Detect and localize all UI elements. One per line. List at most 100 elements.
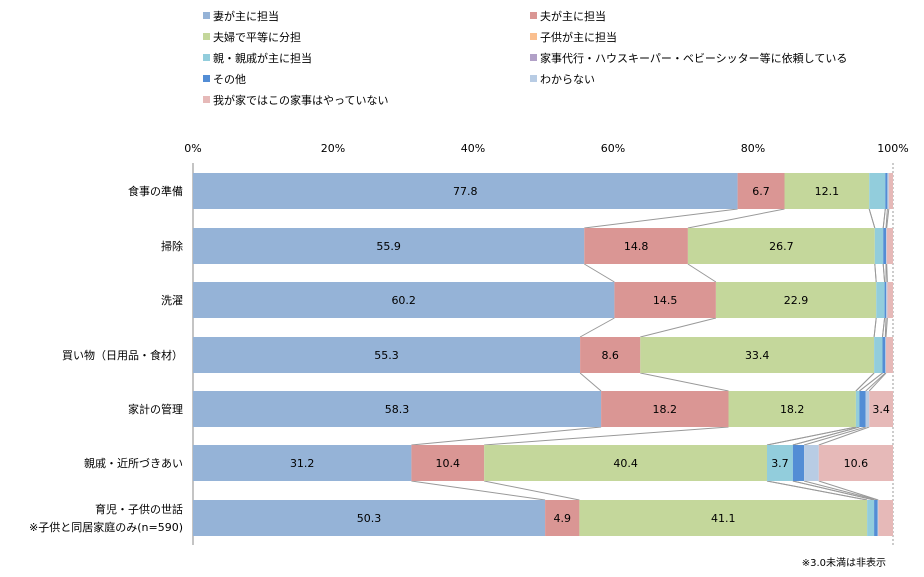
category-label: 家計の管理 [128, 402, 183, 416]
data-label: 55.3 [374, 349, 399, 362]
bar-segment [883, 228, 886, 264]
bar-segment [737, 173, 785, 209]
data-label: 8.6 [601, 349, 619, 362]
category-label: ※子供と同居家庭のみ(n=590) [29, 520, 183, 534]
bar-segment [867, 500, 875, 536]
bar-segment [580, 337, 641, 373]
bar-segment [887, 173, 889, 209]
bar-segment [855, 391, 860, 427]
bar-segment [193, 173, 738, 209]
category-label: 親戚・近所づきあい [84, 457, 183, 470]
connector-line [687, 208, 785, 229]
data-label: 26.7 [769, 240, 794, 253]
category-label: 掃除 [161, 239, 183, 253]
x-tick-label: 100% [877, 142, 908, 155]
bar-segment [687, 228, 875, 264]
data-label: 31.2 [290, 457, 315, 470]
bar-segment [640, 337, 875, 373]
connector-line [882, 317, 886, 338]
connector-line [687, 263, 717, 283]
bar-segment [584, 228, 688, 264]
x-tick-label: 60% [601, 142, 625, 155]
bar-segment [193, 391, 602, 427]
footnote: ※3.0未満は非表示 [802, 556, 886, 569]
connector-line [859, 372, 883, 392]
data-label: 14.8 [624, 240, 649, 253]
bar-segment [885, 337, 886, 373]
data-label: 55.9 [376, 240, 401, 253]
connector-line [886, 208, 890, 229]
data-label: 10.6 [844, 457, 869, 470]
legend-label: 子供が主に担当 [540, 30, 617, 44]
bar-segment [193, 337, 581, 373]
bar-segment [784, 173, 870, 209]
data-label: 22.9 [784, 294, 809, 307]
bar-segment [804, 445, 819, 481]
bar-segment [484, 445, 767, 481]
x-tick-label: 40% [461, 142, 485, 155]
connector-line [803, 426, 866, 446]
bar-segment [601, 391, 729, 427]
connector-line [873, 317, 877, 338]
legend-swatch [530, 75, 537, 82]
bar-segment [193, 228, 585, 264]
bar-segment [614, 282, 716, 318]
data-label: 40.4 [613, 457, 638, 470]
bar-segment [545, 500, 580, 536]
bar-segment [885, 173, 888, 209]
data-label: 58.3 [385, 403, 410, 416]
bar-segment [886, 228, 893, 264]
legend-swatch [203, 12, 210, 19]
bar-segment [767, 445, 793, 481]
connector-line [640, 372, 729, 392]
bar-segment [193, 445, 412, 481]
legend-swatch [530, 33, 537, 40]
connector-line [818, 426, 870, 446]
connector-line [484, 426, 729, 446]
connector-line [868, 372, 887, 392]
legend-label: 妻が主に担当 [213, 9, 279, 23]
bar-segment [193, 500, 546, 536]
category-label: 育児・子供の世話 [95, 502, 183, 516]
connector-line [584, 263, 615, 283]
legend-swatch [203, 96, 210, 103]
data-label: 33.4 [745, 349, 770, 362]
connector-line [885, 208, 888, 229]
connector-line [868, 208, 876, 229]
connector-line [792, 480, 875, 501]
bar-segment [874, 337, 883, 373]
connector-line [818, 480, 879, 501]
connector-line [411, 426, 602, 446]
connector-line [882, 208, 886, 229]
connector-line [640, 317, 717, 338]
bar-segment [882, 337, 886, 373]
bar-segment [411, 445, 485, 481]
legend-label: 夫婦で平等に分担 [213, 30, 301, 44]
connector-line [579, 372, 602, 392]
category-label: 洗濯 [161, 294, 183, 307]
legend-label: 我が家ではこの家事はやっていない [213, 93, 388, 107]
legend-swatch [203, 75, 210, 82]
bar-segment [876, 282, 885, 318]
bar-segment [887, 282, 893, 318]
data-label: 50.3 [357, 512, 382, 525]
data-label: 14.5 [653, 294, 678, 307]
legend-label: 夫が主に担当 [540, 9, 606, 23]
category-label: 買い物（日用品・食材） [62, 348, 183, 362]
connector-line [884, 317, 887, 338]
data-label: 10.4 [436, 457, 461, 470]
data-label: 60.2 [391, 294, 416, 307]
legend-label: 親・親戚が主に担当 [213, 51, 312, 65]
bar-segment [193, 282, 615, 318]
data-label: 77.8 [453, 185, 478, 198]
bar-segment [715, 282, 877, 318]
legend-swatch [203, 33, 210, 40]
bar-segment [818, 445, 893, 481]
data-label: 18.2 [653, 403, 678, 416]
connector-line [411, 480, 546, 501]
bar-segment [869, 391, 893, 427]
connector-line [803, 480, 878, 501]
data-label: 3.4 [872, 403, 890, 416]
